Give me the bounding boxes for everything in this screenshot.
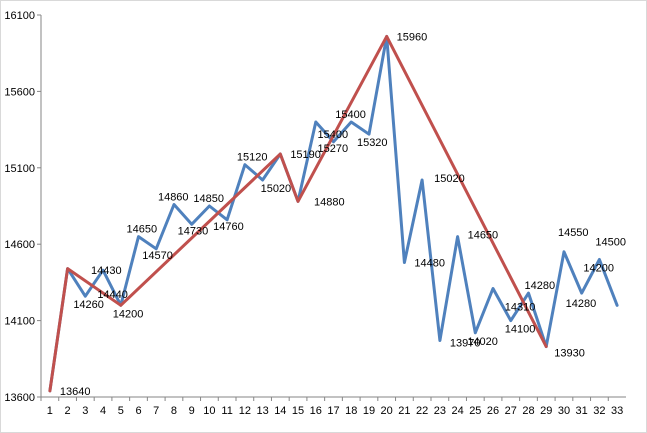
series-line-blue bbox=[48, 34, 619, 393]
y-tick-label: 14600 bbox=[4, 239, 35, 251]
x-tick-label: 33 bbox=[611, 405, 623, 417]
data-label: 14550 bbox=[558, 227, 589, 239]
y-tick-label: 13600 bbox=[4, 392, 35, 404]
data-label: 15320 bbox=[357, 137, 388, 149]
x-tick-label: 14 bbox=[274, 405, 286, 417]
x-tick-label: 1 bbox=[47, 405, 53, 417]
data-label: 14200 bbox=[583, 262, 614, 274]
x-tick-label: 32 bbox=[593, 405, 605, 417]
data-label: 14280 bbox=[566, 298, 597, 310]
x-tick-label: 30 bbox=[558, 405, 570, 417]
x-tick-label: 13 bbox=[256, 405, 268, 417]
x-tick-label: 15 bbox=[292, 405, 304, 417]
x-axis-ticks: 1 2 3 4 5 6 7 8 9 10 11 12 13 14 15 16 17 18 19 20 21 22 23 24 2… bbox=[40, 397, 623, 417]
series-line-red bbox=[48, 34, 548, 393]
data-label: 14280 bbox=[525, 280, 556, 292]
x-tick-label: 10 bbox=[203, 405, 215, 417]
x-tick-label: 22 bbox=[416, 405, 428, 417]
x-tick-label: 27 bbox=[505, 405, 517, 417]
data-label: 14880 bbox=[314, 196, 345, 208]
data-label: 15020 bbox=[434, 173, 465, 185]
x-tick-label: 6 bbox=[135, 405, 141, 417]
data-label: 14850 bbox=[193, 193, 224, 205]
x-tick-label: 25 bbox=[469, 405, 481, 417]
axes bbox=[40, 15, 626, 398]
x-tick-label: 4 bbox=[100, 405, 106, 417]
y-tick-label: 15100 bbox=[4, 163, 35, 175]
x-tick-label: 18 bbox=[345, 405, 357, 417]
x-tick-label: 5 bbox=[118, 405, 124, 417]
data-label: 14860 bbox=[158, 191, 189, 203]
data-label: 15400 bbox=[335, 109, 366, 121]
y-tick-label: 16100 bbox=[4, 10, 35, 22]
data-label: 14650 bbox=[468, 230, 499, 242]
y-tick-label: 15600 bbox=[4, 86, 35, 98]
x-tick-label: 3 bbox=[82, 405, 88, 417]
x-tick-label: 16 bbox=[310, 405, 322, 417]
data-label: 13930 bbox=[554, 348, 585, 360]
data-label: 14500 bbox=[595, 236, 626, 248]
data-label: 15120 bbox=[237, 152, 268, 164]
x-tick-label: 21 bbox=[398, 405, 410, 417]
data-label: 15020 bbox=[261, 183, 292, 195]
x-tick-label: 31 bbox=[576, 405, 588, 417]
y-tick-label: 14100 bbox=[4, 316, 35, 328]
data-label: 14480 bbox=[414, 258, 445, 270]
data-label: 14430 bbox=[91, 265, 122, 277]
data-label: 14020 bbox=[467, 336, 498, 348]
x-tick-label: 8 bbox=[171, 405, 177, 417]
data-label: 15400 bbox=[318, 129, 349, 141]
data-label: 14440 bbox=[97, 289, 128, 301]
data-label: 14100 bbox=[505, 324, 536, 336]
data-label: 14260 bbox=[73, 299, 104, 311]
data-label: 15270 bbox=[318, 143, 349, 155]
x-tick-label: 11 bbox=[221, 405, 232, 417]
data-label: 14760 bbox=[213, 221, 244, 233]
x-tick-label: 9 bbox=[189, 405, 195, 417]
x-tick-label: 19 bbox=[363, 405, 375, 417]
x-tick-label: 29 bbox=[540, 405, 552, 417]
data-label: 13640 bbox=[60, 386, 91, 398]
x-tick-label: 7 bbox=[153, 405, 159, 417]
series-layer bbox=[48, 34, 619, 393]
data-label: 14310 bbox=[505, 302, 536, 314]
x-tick-label: 17 bbox=[327, 405, 339, 417]
data-label: 15190 bbox=[290, 149, 321, 161]
x-tick-label: 24 bbox=[451, 405, 463, 417]
data-label: 14730 bbox=[178, 225, 209, 237]
x-tick-label: 20 bbox=[381, 405, 393, 417]
data-label: 14650 bbox=[127, 224, 158, 236]
x-tick-label: 12 bbox=[239, 405, 251, 417]
x-tick-label: 2 bbox=[65, 405, 71, 417]
data-label: 14200 bbox=[113, 308, 144, 320]
data-label: 14570 bbox=[142, 250, 173, 262]
data-label: 13970 bbox=[450, 337, 481, 349]
data-label: 15960 bbox=[397, 31, 428, 43]
x-tick-label: 26 bbox=[487, 405, 499, 417]
y-axis-ticks: 13600 14100 14600 15100 15600 16100 bbox=[4, 10, 41, 404]
x-tick-label: 28 bbox=[522, 405, 534, 417]
x-tick-label: 23 bbox=[434, 405, 446, 417]
